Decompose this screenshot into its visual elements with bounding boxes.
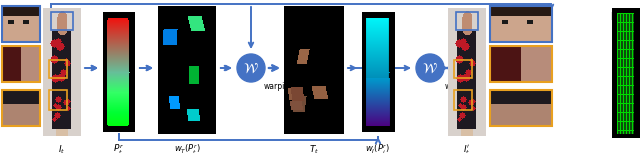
Bar <box>490 6 552 42</box>
Bar <box>51 12 73 30</box>
Text: warping: warping <box>264 82 294 91</box>
Text: warping: warping <box>444 82 476 91</box>
Bar <box>454 60 472 78</box>
Bar <box>456 12 478 30</box>
Text: $\mathcal{W}$: $\mathcal{W}$ <box>422 62 438 76</box>
Text: $T_t$: $T_t$ <box>309 143 319 153</box>
Text: b): b) <box>610 12 621 22</box>
Bar <box>2 6 40 42</box>
Bar <box>49 90 67 110</box>
Bar <box>2 90 40 126</box>
Bar <box>2 46 40 82</box>
Text: $I_t'$: $I_t'$ <box>463 143 470 153</box>
Text: $I_t$: $I_t$ <box>58 143 66 153</box>
Text: $\mathcal{W}$: $\mathcal{W}$ <box>243 62 259 76</box>
Bar <box>49 60 67 78</box>
Text: $w_T(P_t^r)$: $w_T(P_t^r)$ <box>173 143 200 153</box>
Bar <box>454 90 472 110</box>
Circle shape <box>237 54 265 82</box>
Bar <box>490 90 552 126</box>
Bar <box>490 46 552 82</box>
Text: a): a) <box>4 12 15 22</box>
Text: $w_I(P_i^r)$: $w_I(P_i^r)$ <box>365 143 390 153</box>
Circle shape <box>416 54 444 82</box>
Text: $P_t^r$: $P_t^r$ <box>113 143 125 153</box>
